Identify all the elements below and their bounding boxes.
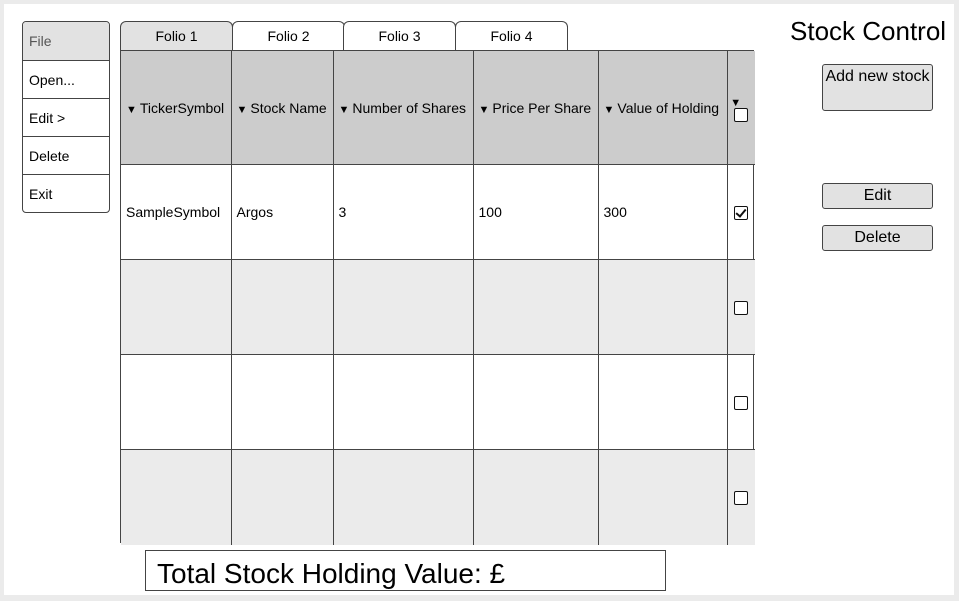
cell-select bbox=[726, 259, 755, 355]
column-header-shares[interactable]: ▼ Number of Shares bbox=[332, 51, 474, 165]
column-header-price[interactable]: ▼ Price Per Share bbox=[472, 51, 599, 165]
cell-stock-name bbox=[230, 354, 334, 450]
column-header-label: TickerSymbol bbox=[139, 99, 225, 116]
cell-stock-name: Argos bbox=[230, 164, 334, 260]
cell-ticker: SampleSymbol bbox=[121, 164, 232, 260]
menu-item-open[interactable]: Open... bbox=[23, 60, 109, 98]
cell-price bbox=[472, 354, 599, 450]
edit-button[interactable]: Edit bbox=[822, 183, 933, 209]
row-checkbox[interactable] bbox=[734, 396, 749, 411]
menu-item-delete[interactable]: Delete bbox=[23, 136, 109, 174]
sort-caret-icon: ▼ bbox=[338, 103, 350, 116]
select-all-checkbox[interactable] bbox=[734, 108, 749, 122]
column-header-value[interactable]: ▼ Value of Holding bbox=[597, 51, 728, 165]
cell-stock-name bbox=[230, 259, 334, 355]
cell-shares bbox=[332, 259, 474, 355]
column-header-select: ▼ bbox=[726, 51, 755, 165]
menu-item-exit[interactable]: Exit bbox=[23, 174, 109, 212]
cell-select bbox=[726, 164, 755, 260]
sort-caret-icon: ▼ bbox=[478, 103, 490, 116]
menu-item-file[interactable]: File bbox=[23, 22, 109, 60]
delete-button[interactable]: Delete bbox=[822, 225, 933, 251]
row-checkbox-checked[interactable] bbox=[734, 206, 749, 221]
cell-ticker bbox=[121, 354, 232, 450]
table-row[interactable] bbox=[121, 259, 755, 355]
cell-select bbox=[726, 354, 755, 450]
table-row[interactable]: SampleSymbol Argos 3 100 300 bbox=[121, 164, 755, 260]
menu-item-edit[interactable]: Edit > bbox=[23, 98, 109, 136]
table-header-row: ▼ TickerSymbol ▼ Stock Name ▼ Number of Sha… bbox=[121, 51, 755, 165]
column-header-label: Number of Shares bbox=[352, 99, 466, 116]
add-new-stock-button[interactable]: Add new stock bbox=[822, 64, 933, 111]
tab-folio-3[interactable]: Folio 3 bbox=[343, 21, 456, 50]
table-row[interactable] bbox=[121, 354, 755, 450]
sort-caret-icon: ▼ bbox=[603, 103, 615, 116]
cell-value bbox=[597, 354, 728, 450]
page-title: Stock Control bbox=[790, 16, 947, 46]
tab-folio-1[interactable]: Folio 1 bbox=[120, 21, 233, 50]
dropdown-caret-icon[interactable]: ▼ bbox=[730, 97, 742, 109]
cell-value: 300 bbox=[597, 164, 728, 260]
cell-shares bbox=[332, 354, 474, 450]
cell-stock-name bbox=[230, 449, 334, 545]
cell-shares: 3 bbox=[332, 164, 474, 260]
file-menu: File Open... Edit > Delete Exit bbox=[22, 21, 110, 213]
row-checkbox[interactable] bbox=[734, 301, 749, 316]
cell-price bbox=[472, 449, 599, 545]
row-checkbox[interactable] bbox=[734, 491, 749, 506]
stock-table: ▼ TickerSymbol ▼ Stock Name ▼ Number of Sha… bbox=[120, 50, 755, 545]
column-header-ticker[interactable]: ▼ TickerSymbol bbox=[121, 51, 232, 165]
cell-ticker bbox=[121, 449, 232, 545]
column-header-stock-name[interactable]: ▼ Stock Name bbox=[230, 51, 334, 165]
column-header-label: Stock Name bbox=[250, 99, 327, 116]
cell-ticker bbox=[121, 259, 232, 355]
tab-folio-4[interactable]: Folio 4 bbox=[455, 21, 568, 50]
cell-value bbox=[597, 259, 728, 355]
cell-price bbox=[472, 259, 599, 355]
total-holding-value: Total Stock Holding Value: £ bbox=[145, 550, 666, 591]
sort-caret-icon: ▼ bbox=[126, 103, 137, 116]
cell-price: 100 bbox=[472, 164, 599, 260]
sort-caret-icon: ▼ bbox=[236, 103, 248, 116]
cell-value bbox=[597, 449, 728, 545]
column-header-label: Value of Holding bbox=[617, 99, 720, 116]
tab-folio-2[interactable]: Folio 2 bbox=[232, 21, 345, 50]
column-header-label: Price Per Share bbox=[492, 99, 592, 116]
cell-select bbox=[726, 449, 755, 545]
table-row[interactable] bbox=[121, 449, 755, 545]
cell-shares bbox=[332, 449, 474, 545]
